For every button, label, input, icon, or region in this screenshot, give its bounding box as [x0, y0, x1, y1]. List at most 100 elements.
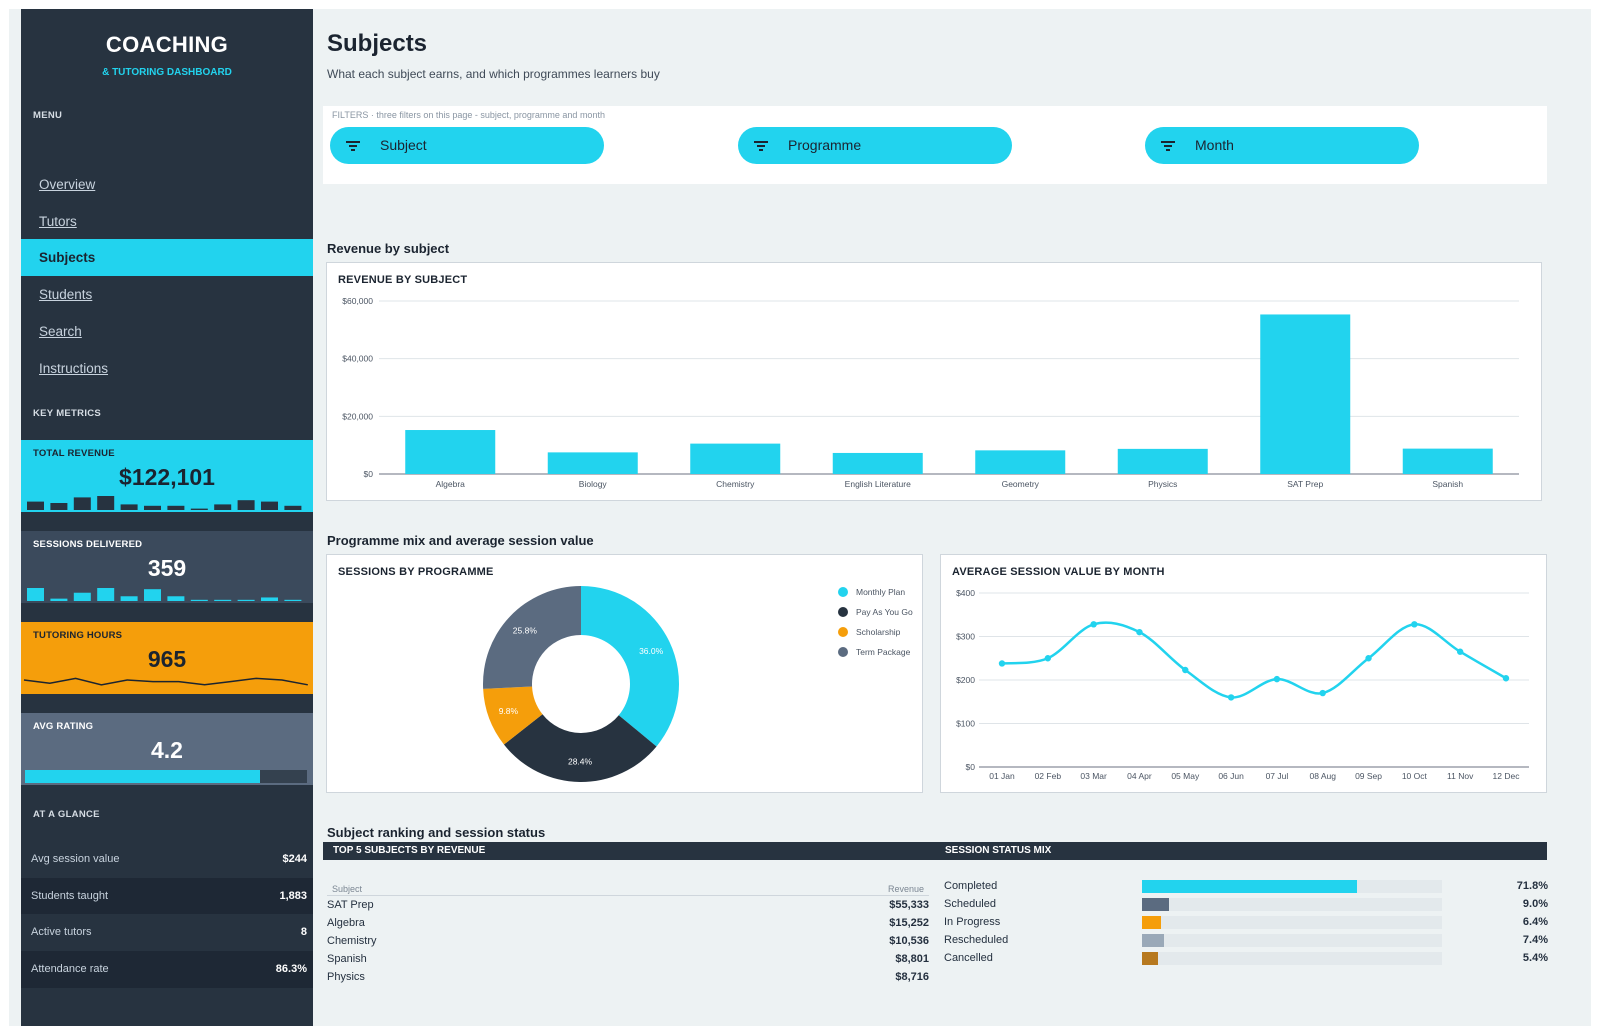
at-a-glance-label: AT A GLANCE [33, 809, 100, 820]
data-point [1411, 621, 1418, 628]
filter-bar: FILTERS · three filters on this page - s… [323, 106, 1547, 184]
status-row: Rescheduled 7.4% [944, 932, 1549, 950]
status-name: Rescheduled [944, 934, 1009, 946]
data-point [1090, 621, 1097, 628]
subject-column-header: Subject [332, 884, 363, 894]
nav-subjects[interactable]: Subjects [21, 239, 313, 276]
rating-progress-track [25, 770, 307, 783]
subject-revenue: $15,252 [889, 917, 929, 929]
spark-bar [120, 596, 138, 601]
spark-bar [97, 588, 115, 601]
status-bar-fill [1142, 934, 1165, 947]
subject-revenue: $8,801 [895, 953, 929, 965]
sessions-sparkline [27, 588, 302, 601]
filter-label: Programme [788, 137, 862, 153]
month-filter[interactable]: Month [1145, 127, 1419, 164]
nav-students[interactable]: Students [39, 287, 93, 302]
status-row: Cancelled 5.4% [944, 950, 1549, 968]
subject-revenue: $8,716 [895, 971, 929, 983]
kpi-value: 359 [147, 555, 187, 581]
x-tick-label: Physics [1148, 479, 1177, 489]
x-tick-label: 12 Dec [1493, 771, 1521, 781]
menu-label: MENU [33, 110, 63, 121]
donut-slice [483, 686, 543, 745]
key-metrics-label: KEY METRICS [33, 408, 102, 419]
revenue-column-header: Revenue [888, 884, 925, 894]
revenue-sparkline [27, 496, 302, 510]
legend-swatch [838, 647, 848, 657]
x-tick-label: English Literature [845, 479, 911, 489]
status-bar-fill [1142, 952, 1159, 965]
x-tick-label: Algebra [436, 479, 466, 489]
programme-chart-card: SESSIONS BY PROGRAMME 36.0% 28.4% 9.8% 25.8… [326, 554, 923, 793]
x-tick-label: 02 Feb [1035, 771, 1062, 781]
x-tick-label: 03 Mar [1080, 771, 1107, 781]
y-tick-label: $100 [956, 719, 975, 729]
kpi-label: SESSIONS DELIVERED [33, 539, 143, 550]
spark-bar [237, 599, 255, 601]
filter-label: Subject [380, 137, 427, 153]
slice-label: 25.8% [513, 626, 538, 636]
kpi-value: 965 [147, 646, 187, 672]
status-percent: 7.4% [1522, 934, 1548, 946]
spark-bar [261, 597, 278, 601]
glance-label: Students taught [31, 890, 109, 902]
kpi-tutoring-hours: TUTORING HOURS 965 [21, 622, 313, 694]
nav-instructions[interactable]: Instructions [39, 361, 109, 376]
glance-row: Students taught 1,883 [21, 878, 313, 915]
nav-tutors[interactable]: Tutors [39, 214, 77, 229]
table-divider [327, 895, 929, 896]
status-percent: 9.0% [1522, 898, 1548, 910]
programme-donut-chart: 36.0% 28.4% 9.8% 25.8% Monthly Plan Pay As Yo… [483, 586, 913, 782]
nav-overview[interactable]: Overview [39, 177, 96, 192]
spark-bar [27, 501, 44, 510]
kpi-label: TOTAL REVENUE [33, 448, 115, 459]
kpi-total-revenue: TOTAL REVENUE $122,101 [21, 440, 313, 512]
bar [1117, 448, 1208, 474]
status-row: In Progress 6.4% [944, 914, 1549, 932]
spark-bar [73, 592, 91, 601]
subject-name: Spanish [327, 953, 367, 965]
series-line [1001, 621, 1507, 699]
status-bar-fill [1142, 880, 1358, 893]
data-point [1456, 648, 1464, 655]
y-tick-label: $400 [956, 588, 975, 598]
glance-value: $244 [282, 853, 307, 865]
x-tick-label: 07 Jul [1266, 771, 1289, 781]
glance-row: Avg session value $244 [21, 841, 313, 878]
subject-name: SAT Prep [327, 899, 374, 911]
spark-bar [284, 599, 302, 601]
kpi-label: TUTORING HOURS [33, 630, 123, 641]
kpi-label: AVG RATING [33, 721, 94, 732]
nav-search[interactable]: Search [39, 324, 82, 339]
spark-bar [73, 497, 91, 510]
table-row: SAT Prep $55,333 [323, 896, 935, 914]
filter-icon [1161, 141, 1175, 151]
x-tick-label: 11 Nov [1447, 771, 1474, 781]
bar [975, 450, 1066, 474]
spark-bar [261, 501, 278, 510]
table-row: Spanish $8,801 [323, 950, 935, 968]
legend-swatch [838, 607, 848, 617]
data-point [1182, 666, 1189, 674]
data-point [998, 660, 1006, 667]
table-row: Chemistry $10,536 [323, 932, 935, 950]
data-point [1319, 689, 1326, 697]
status-bar-track [1142, 916, 1442, 929]
glance-value: 1,883 [279, 890, 307, 902]
spark-bar [214, 504, 232, 510]
spark-bar [144, 505, 161, 510]
ranking-section-heading: Subject ranking and session status [327, 825, 546, 840]
legend-label: Scholarship [856, 627, 901, 637]
donut-slice [581, 586, 679, 747]
table-row: Algebra $15,252 [323, 914, 935, 932]
bar [832, 452, 923, 474]
chart-title: AVERAGE SESSION VALUE BY MONTH [952, 566, 1165, 578]
x-tick-label: 05 May [1171, 771, 1200, 781]
slice-label: 9.8% [499, 706, 519, 716]
page-subtitle: What each subject earns, and which progr… [327, 67, 660, 81]
subject-filter[interactable]: Subject [330, 127, 604, 164]
programme-filter[interactable]: Programme [738, 127, 1012, 164]
hours-sparkline [23, 677, 308, 686]
legend-swatch [838, 627, 848, 637]
